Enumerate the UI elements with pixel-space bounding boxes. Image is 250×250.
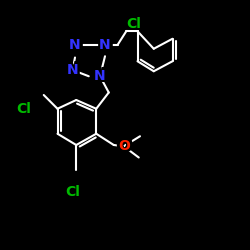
Text: Cl: Cl	[126, 17, 141, 31]
Text: N: N	[67, 63, 78, 77]
Text: Cl: Cl	[62, 182, 80, 200]
Text: Cl: Cl	[16, 98, 34, 116]
Text: Cl: Cl	[65, 184, 83, 202]
Text: N: N	[99, 37, 113, 55]
Text: Cl: Cl	[124, 16, 142, 34]
Text: N: N	[94, 66, 108, 84]
Text: N: N	[98, 37, 112, 55]
Text: N: N	[68, 37, 82, 55]
Text: N: N	[94, 67, 108, 85]
Text: N: N	[67, 61, 81, 79]
Text: N: N	[97, 36, 111, 54]
Text: Cl: Cl	[14, 98, 32, 116]
Text: Cl: Cl	[14, 101, 32, 119]
Text: Cl: Cl	[125, 16, 143, 34]
Text: Cl: Cl	[65, 182, 83, 200]
Text: Cl: Cl	[126, 15, 144, 33]
Text: Cl: Cl	[64, 185, 82, 203]
Text: Cl: Cl	[65, 186, 80, 200]
Text: N: N	[69, 38, 81, 52]
Text: O: O	[118, 136, 132, 154]
Text: Cl: Cl	[16, 101, 34, 119]
Text: N: N	[69, 35, 83, 53]
Text: O: O	[116, 137, 130, 155]
Text: Cl: Cl	[126, 14, 144, 32]
Text: O: O	[118, 138, 132, 156]
Text: N: N	[94, 69, 106, 83]
Text: Cl: Cl	[126, 16, 144, 34]
Text: N: N	[99, 35, 113, 53]
Text: Cl: Cl	[16, 100, 34, 118]
Text: Cl: Cl	[14, 100, 32, 118]
Text: N: N	[93, 66, 107, 84]
Text: N: N	[66, 62, 80, 80]
Text: N: N	[98, 35, 112, 53]
Text: O: O	[116, 136, 130, 154]
Text: N: N	[99, 38, 111, 52]
Text: N: N	[69, 36, 83, 54]
Text: O: O	[118, 139, 130, 153]
Text: N: N	[67, 36, 81, 54]
Text: Cl: Cl	[16, 102, 31, 116]
Text: N: N	[97, 35, 111, 53]
Text: N: N	[64, 62, 78, 80]
Text: N: N	[94, 68, 108, 86]
Text: N: N	[64, 60, 78, 78]
Text: N: N	[92, 66, 106, 84]
Text: Cl: Cl	[124, 14, 142, 32]
Text: N: N	[67, 37, 81, 55]
Text: N: N	[92, 67, 106, 85]
Text: N: N	[99, 36, 113, 54]
Text: N: N	[93, 68, 107, 86]
Text: N: N	[64, 61, 78, 79]
Text: Cl: Cl	[62, 184, 80, 202]
Text: N: N	[67, 60, 81, 78]
Text: O: O	[116, 138, 130, 156]
Text: Cl: Cl	[15, 98, 33, 116]
Text: N: N	[66, 60, 80, 78]
Text: N: N	[68, 35, 82, 53]
Text: Cl: Cl	[124, 15, 142, 33]
Text: O: O	[116, 136, 131, 154]
Text: O: O	[118, 137, 132, 155]
Text: Cl: Cl	[64, 182, 82, 200]
Text: N: N	[69, 37, 83, 55]
Text: N: N	[92, 68, 106, 86]
Text: Cl: Cl	[125, 14, 143, 32]
Text: Cl: Cl	[62, 185, 80, 203]
Text: Cl: Cl	[65, 185, 83, 203]
Text: N: N	[67, 62, 81, 80]
Text: N: N	[67, 35, 81, 53]
Text: N: N	[97, 37, 111, 55]
Text: O: O	[116, 138, 131, 156]
Text: Cl: Cl	[15, 101, 33, 119]
